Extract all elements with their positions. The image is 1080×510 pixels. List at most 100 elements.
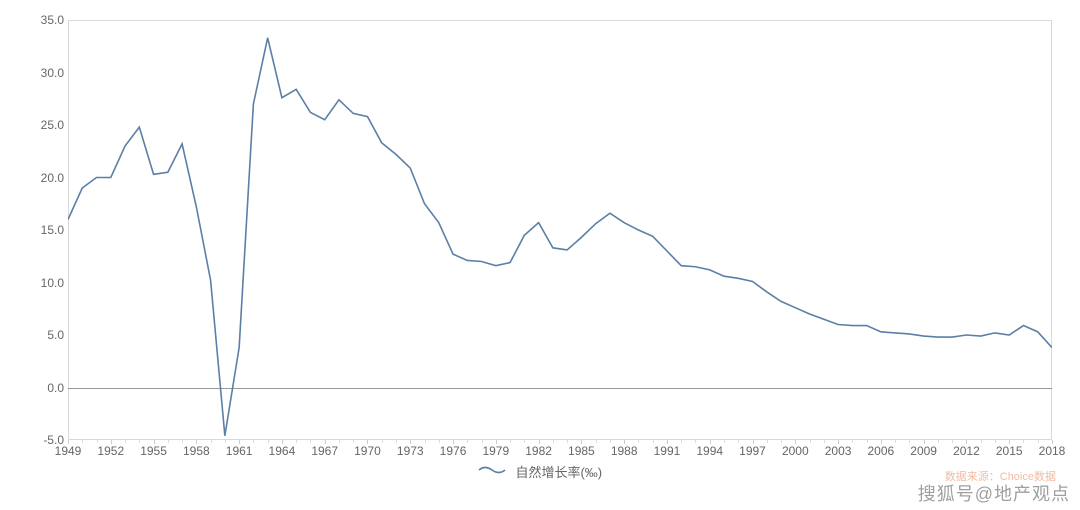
y-tick-label: 35.0	[24, 13, 64, 27]
x-tick-label: 1979	[482, 444, 509, 458]
series-line	[68, 38, 1052, 436]
x-tick-label: 1997	[739, 444, 766, 458]
x-minor-tick	[610, 440, 611, 443]
x-tick-label: 1994	[696, 444, 723, 458]
x-minor-tick	[97, 440, 98, 443]
legend-line-sample	[478, 464, 506, 479]
x-minor-tick	[653, 440, 654, 443]
x-tick-mark	[539, 440, 540, 444]
x-minor-tick	[253, 440, 254, 443]
x-tick-label: 1973	[397, 444, 424, 458]
x-tick-label: 1964	[269, 444, 296, 458]
x-minor-tick	[567, 440, 568, 443]
x-minor-tick	[810, 440, 811, 443]
y-tick-label: 25.0	[24, 118, 64, 132]
x-minor-tick	[952, 440, 953, 443]
x-tick-mark	[795, 440, 796, 444]
x-tick-label: 2009	[910, 444, 937, 458]
plot-area	[68, 20, 1052, 440]
x-minor-tick	[553, 440, 554, 443]
x-tick-label: 1958	[183, 444, 210, 458]
x-tick-label: 1949	[55, 444, 82, 458]
x-tick-mark	[496, 440, 497, 444]
x-minor-tick	[82, 440, 83, 443]
line-chart-svg	[68, 20, 1052, 440]
x-tick-mark	[325, 440, 326, 444]
x-minor-tick	[695, 440, 696, 443]
chart-container: -5.00.05.010.015.020.025.030.035.0 19491…	[18, 10, 1062, 480]
x-minor-tick	[339, 440, 340, 443]
x-minor-tick	[767, 440, 768, 443]
x-tick-mark	[581, 440, 582, 444]
x-tick-mark	[239, 440, 240, 444]
legend: 自然增长率(‰)	[18, 462, 1062, 481]
x-tick-mark	[367, 440, 368, 444]
x-tick-label: 2015	[996, 444, 1023, 458]
x-tick-mark	[838, 440, 839, 444]
x-minor-tick	[596, 440, 597, 443]
x-minor-tick	[482, 440, 483, 443]
x-minor-tick	[310, 440, 311, 443]
x-minor-tick	[182, 440, 183, 443]
x-tick-mark	[710, 440, 711, 444]
x-tick-mark	[966, 440, 967, 444]
x-tick-label: 2006	[868, 444, 895, 458]
x-tick-label: 1982	[525, 444, 552, 458]
x-tick-mark	[68, 440, 69, 444]
x-minor-tick	[852, 440, 853, 443]
x-minor-tick	[681, 440, 682, 443]
x-tick-mark	[667, 440, 668, 444]
x-minor-tick	[439, 440, 440, 443]
x-tick-label: 2012	[953, 444, 980, 458]
x-tick-mark	[924, 440, 925, 444]
x-minor-tick	[995, 440, 996, 443]
x-tick-mark	[1052, 440, 1053, 444]
x-tick-label: 1976	[440, 444, 467, 458]
x-minor-tick	[738, 440, 739, 443]
x-tick-label: 2000	[782, 444, 809, 458]
x-minor-tick	[353, 440, 354, 443]
x-minor-tick	[382, 440, 383, 443]
x-tick-label: 1988	[611, 444, 638, 458]
x-tick-mark	[624, 440, 625, 444]
x-minor-tick	[211, 440, 212, 443]
x-minor-tick	[524, 440, 525, 443]
x-tick-mark	[410, 440, 411, 444]
x-minor-tick	[895, 440, 896, 443]
watermark: 搜狐号@地产观点	[918, 480, 1070, 506]
x-minor-tick	[396, 440, 397, 443]
x-minor-tick	[1038, 440, 1039, 443]
x-minor-tick	[909, 440, 910, 443]
x-tick-mark	[196, 440, 197, 444]
x-tick-label: 1961	[226, 444, 253, 458]
x-minor-tick	[781, 440, 782, 443]
x-tick-mark	[111, 440, 112, 444]
x-tick-mark	[753, 440, 754, 444]
x-tick-label: 1955	[140, 444, 167, 458]
x-minor-tick	[225, 440, 226, 443]
x-tick-mark	[881, 440, 882, 444]
x-minor-tick	[867, 440, 868, 443]
x-minor-tick	[938, 440, 939, 443]
x-tick-label: 2018	[1039, 444, 1066, 458]
y-tick-label: 0.0	[24, 381, 64, 395]
x-tick-label: 1970	[354, 444, 381, 458]
x-minor-tick	[510, 440, 511, 443]
x-minor-tick	[467, 440, 468, 443]
x-minor-tick	[139, 440, 140, 443]
y-tick-label: 5.0	[24, 328, 64, 342]
x-tick-label: 1985	[568, 444, 595, 458]
x-tick-label: 1952	[97, 444, 124, 458]
x-minor-tick	[125, 440, 126, 443]
y-tick-label: 30.0	[24, 66, 64, 80]
legend-label: 自然增长率(‰)	[515, 462, 602, 481]
x-tick-label: 2003	[825, 444, 852, 458]
x-tick-mark	[453, 440, 454, 444]
x-minor-tick	[268, 440, 269, 443]
x-tick-mark	[282, 440, 283, 444]
x-minor-tick	[425, 440, 426, 443]
x-minor-tick	[724, 440, 725, 443]
x-minor-tick	[981, 440, 982, 443]
x-tick-label: 1967	[311, 444, 338, 458]
x-minor-tick	[1023, 440, 1024, 443]
